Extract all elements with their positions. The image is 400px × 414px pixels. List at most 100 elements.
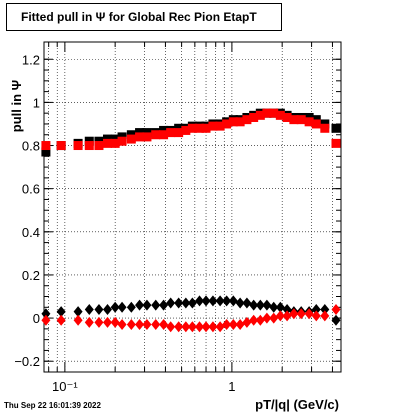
data-point-square	[282, 112, 292, 122]
data-point-square	[56, 141, 66, 151]
data-point-diamond	[41, 308, 51, 320]
data-point-square	[320, 123, 330, 133]
data-point-square	[249, 112, 259, 122]
y-axis-label: pull in Ψ	[9, 80, 24, 132]
data-point-diamond	[228, 319, 238, 331]
data-point-square	[117, 136, 127, 146]
data-point-diamond	[215, 321, 225, 333]
data-point-diamond	[242, 297, 252, 309]
data-point-diamond	[304, 308, 314, 320]
data-point-square	[289, 115, 299, 125]
data-point-diamond	[159, 319, 169, 331]
y-tick-label: 0	[33, 311, 40, 326]
data-point-diamond	[320, 303, 330, 315]
data-point-diamond	[262, 312, 272, 324]
data-point-square	[135, 132, 145, 142]
data-point-diamond	[110, 301, 120, 313]
x-axis-label: pT/|q| (GeV/c)	[255, 397, 339, 412]
data-point-diamond	[208, 321, 218, 333]
data-point-square	[222, 119, 232, 129]
data-point-square	[110, 138, 120, 148]
data-point-diamond	[320, 310, 330, 322]
data-point-diamond	[174, 297, 184, 309]
data-point-square	[126, 134, 136, 144]
y-tick-label: 0.4	[22, 225, 40, 240]
data-point-diamond	[255, 314, 265, 326]
data-point-diamond	[201, 321, 211, 333]
data-point-square	[166, 128, 176, 138]
data-point-diamond	[166, 321, 176, 333]
data-point-square	[255, 110, 265, 120]
grid	[44, 42, 341, 372]
y-tick-label: 0.8	[22, 139, 40, 154]
data-point-diamond	[142, 299, 152, 311]
data-point-square	[181, 125, 191, 135]
data-point-diamond	[181, 297, 191, 309]
data-point-diamond	[331, 303, 341, 315]
y-tick-label: 1	[33, 95, 40, 110]
data-point-diamond	[255, 299, 265, 311]
data-point-diamond	[166, 297, 176, 309]
data-point-square	[195, 123, 205, 133]
data-point-square	[331, 123, 341, 133]
data-point-square	[174, 128, 184, 138]
data-point-diamond	[56, 306, 66, 318]
data-point-diamond	[195, 295, 205, 307]
data-point-diamond	[181, 321, 191, 333]
data-point-diamond	[135, 299, 145, 311]
timestamp: Thu Sep 22 16:01:39 2022	[4, 401, 101, 410]
data-point-diamond	[222, 295, 232, 307]
y-tick-label: 0.6	[22, 182, 40, 197]
data-point-square	[304, 117, 314, 127]
data-point-diamond	[187, 321, 197, 333]
data-point-diamond	[228, 295, 238, 307]
data-point-diamond	[174, 321, 184, 333]
data-point-diamond	[289, 308, 299, 320]
data-marks	[41, 108, 341, 333]
data-point-diamond	[215, 295, 225, 307]
data-point-square	[94, 141, 104, 151]
data-point-diamond	[275, 310, 285, 322]
data-point-square	[275, 110, 285, 120]
data-point-diamond	[187, 297, 197, 309]
data-point-diamond	[73, 306, 83, 318]
data-point-diamond	[159, 299, 169, 311]
data-point-square	[73, 141, 83, 151]
data-point-diamond	[126, 319, 136, 331]
data-point-square	[215, 121, 225, 131]
data-point-diamond	[249, 299, 259, 311]
data-point-diamond	[269, 301, 279, 313]
data-point-diamond	[235, 297, 245, 309]
data-point-square	[311, 119, 321, 129]
data-point-diamond	[208, 295, 218, 307]
data-point-diamond	[117, 319, 127, 331]
data-point-diamond	[242, 316, 252, 328]
data-point-diamond	[282, 303, 292, 315]
y-tick-label: −0.2	[14, 354, 40, 369]
data-point-diamond	[201, 295, 211, 307]
data-point-diamond	[311, 303, 321, 315]
axes: −0.2 0 0.2 0.4 0.6 0.8 1 1.2 10⁻¹ 1	[14, 42, 341, 394]
data-point-square	[151, 130, 161, 140]
data-point-diamond	[151, 319, 161, 331]
data-point-diamond	[73, 314, 83, 326]
data-point-square	[262, 108, 272, 118]
data-point-square	[201, 123, 211, 133]
data-point-diamond	[126, 301, 136, 313]
data-point-diamond	[103, 316, 113, 328]
data-point-diamond	[235, 319, 245, 331]
data-point-square	[103, 138, 113, 148]
data-point-diamond	[41, 314, 51, 326]
data-point-diamond	[142, 319, 152, 331]
data-point-diamond	[94, 303, 104, 315]
data-point-square	[159, 130, 169, 140]
data-point-diamond	[262, 299, 272, 311]
data-point-diamond	[249, 314, 259, 326]
data-point-diamond	[84, 316, 94, 328]
data-point-square	[331, 138, 341, 148]
data-point-diamond	[269, 312, 279, 324]
data-point-square	[41, 141, 51, 151]
data-point-diamond	[311, 310, 321, 322]
data-point-diamond	[110, 316, 120, 328]
